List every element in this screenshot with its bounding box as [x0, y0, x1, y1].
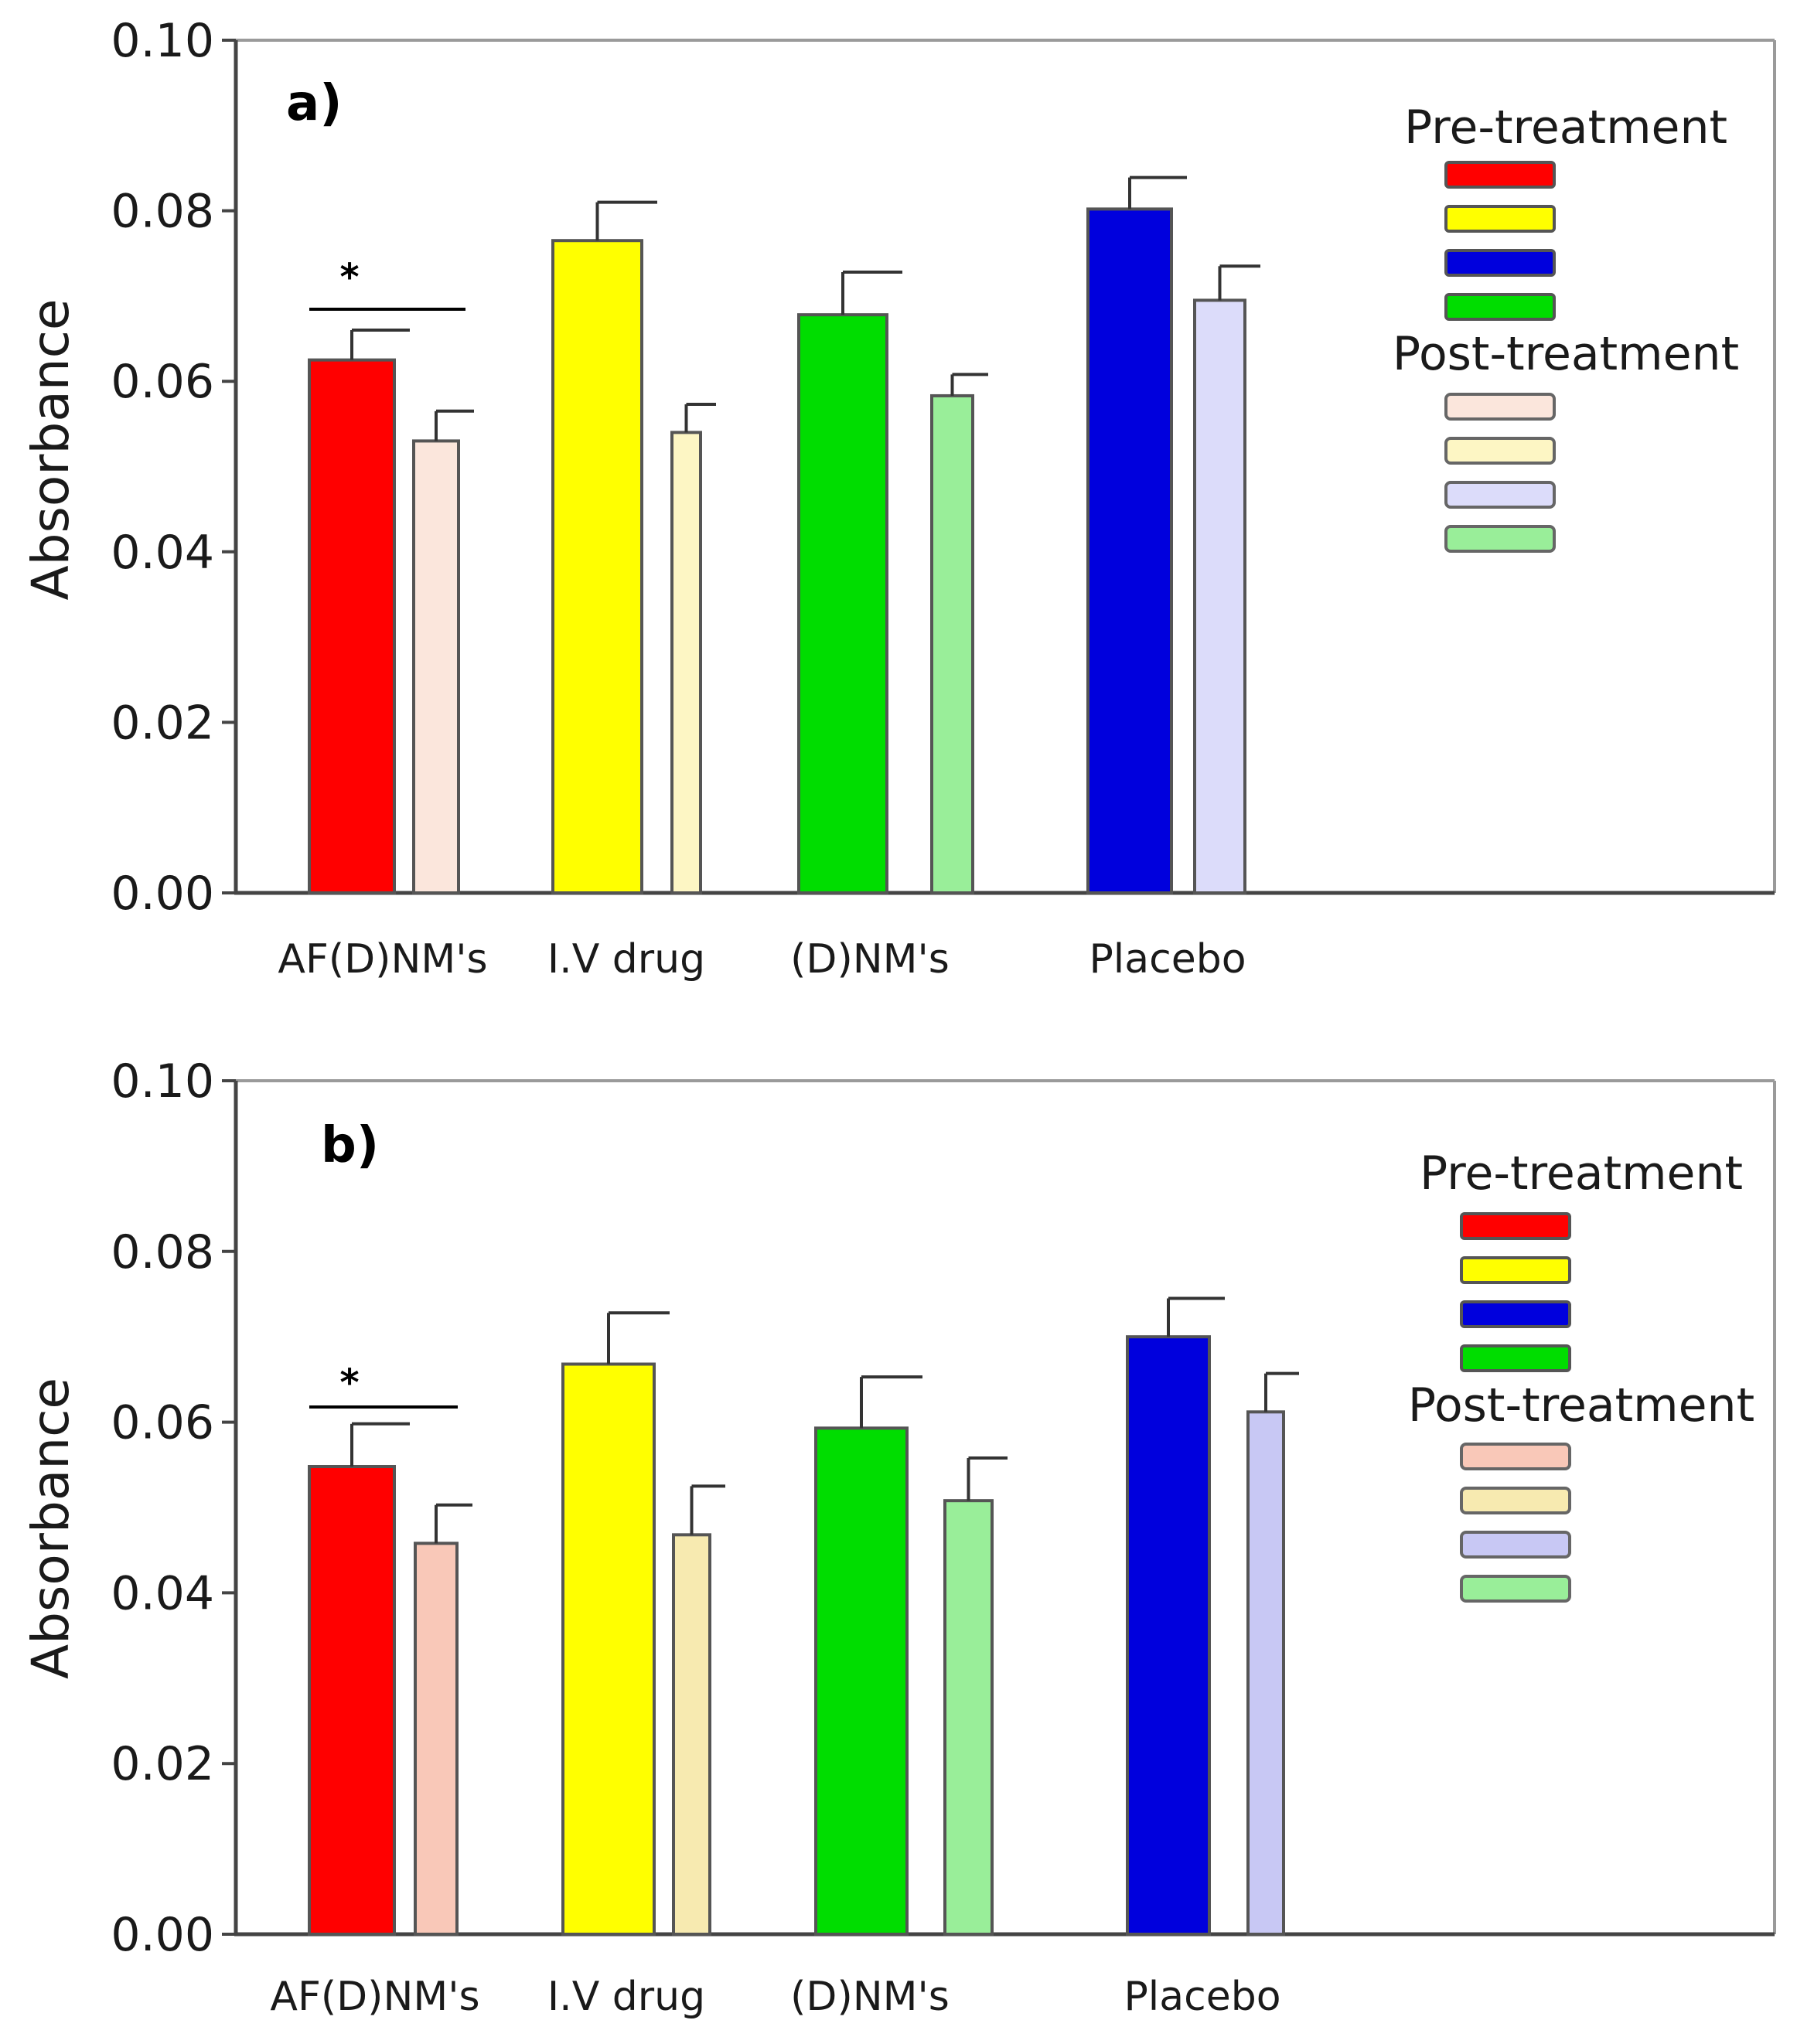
y-tick-label: 0.08: [111, 1225, 214, 1279]
y-tick-label: 0.04: [111, 526, 214, 580]
bar-pre: [1086, 207, 1173, 895]
bar-post: [1246, 1410, 1285, 1937]
legend-swatch-pre: [1444, 161, 1556, 189]
bar-pre: [1126, 1335, 1211, 1936]
y-tick-label: 0.10: [111, 1054, 214, 1109]
legend-swatch-post: [1444, 393, 1556, 421]
x-category-label: AF(D)NM's: [270, 1974, 479, 2020]
legend-swatch-pre: [1460, 1256, 1571, 1284]
chart-panel-a: 0.00 0.02 0.04 0.06 0.08 0.10 Absorbance a) AF(D…: [21, 14, 1776, 983]
legend-title-pre: Pre-treatment: [1404, 100, 1727, 155]
x-category-label: (D)NM's: [790, 936, 950, 983]
y-axis-label: Absorbance: [21, 1378, 80, 1679]
legend-swatch-post: [1444, 525, 1556, 553]
y-axis-label: Absorbance: [21, 298, 80, 600]
bar-pre: [551, 239, 643, 894]
bar-post: [943, 1499, 994, 1936]
y-tick-label: 0.06: [111, 355, 214, 409]
legend-title-pre: Pre-treatment: [1420, 1146, 1743, 1201]
significance-star: *: [339, 256, 359, 299]
y-tick-label: 0.04: [111, 1566, 214, 1620]
legend-swatch-post: [1460, 1487, 1571, 1514]
y-tick-label: 0.00: [111, 1908, 214, 1962]
significance-star: *: [339, 1361, 359, 1405]
x-category-label: AF(D)NM's: [278, 936, 487, 983]
legend-swatch-pre: [1444, 293, 1556, 321]
legend-swatch-pre: [1444, 205, 1556, 233]
y-tick-label: 0.02: [111, 696, 214, 750]
y-tick-label: 0.10: [111, 14, 214, 68]
legend-swatch-pre: [1444, 249, 1556, 277]
legend-swatch-post: [1460, 1443, 1571, 1470]
chart-panel-b: 0.00 0.02 0.04 0.06 0.08 0.10 Absorbance b) AF(D…: [21, 1054, 1776, 2020]
bar-post: [1193, 298, 1246, 895]
legend-title-post: Post-treatment: [1393, 327, 1739, 381]
bar-pre: [308, 358, 396, 894]
x-category-label: (D)NM's: [790, 1974, 950, 2020]
legend-swatch-post: [1444, 481, 1556, 509]
y-tick-label: 0.06: [111, 1396, 214, 1450]
bar-pre: [814, 1426, 909, 1936]
legend-swatch-pre: [1460, 1300, 1571, 1328]
bar-post: [412, 439, 460, 894]
bar-pre: [308, 1465, 396, 1937]
legend-swatch-post: [1460, 1575, 1571, 1603]
x-category-label: Placebo: [1124, 1974, 1280, 2020]
panel-label: a): [286, 75, 342, 132]
legend-swatch-pre: [1460, 1344, 1571, 1372]
y-tick-label: 0.00: [111, 867, 214, 921]
x-category-label: I.V drug: [547, 936, 705, 983]
y-tick-label: 0.02: [111, 1737, 214, 1791]
x-category-label: Placebo: [1089, 936, 1246, 983]
legend-swatch-post: [1460, 1531, 1571, 1559]
bar-post: [670, 431, 702, 894]
bar-post: [672, 1533, 711, 1936]
panel-label: b): [321, 1117, 379, 1174]
bar-pre: [561, 1362, 656, 1936]
legend-swatch-pre: [1460, 1212, 1571, 1240]
bar-post: [930, 393, 974, 894]
x-category-label: I.V drug: [547, 1974, 705, 2020]
legend-swatch-post: [1444, 437, 1556, 465]
y-tick-label: 0.08: [111, 185, 214, 239]
legend-title-post: Post-treatment: [1408, 1378, 1754, 1433]
bar-pre: [797, 313, 888, 894]
bar-post: [414, 1542, 459, 1937]
